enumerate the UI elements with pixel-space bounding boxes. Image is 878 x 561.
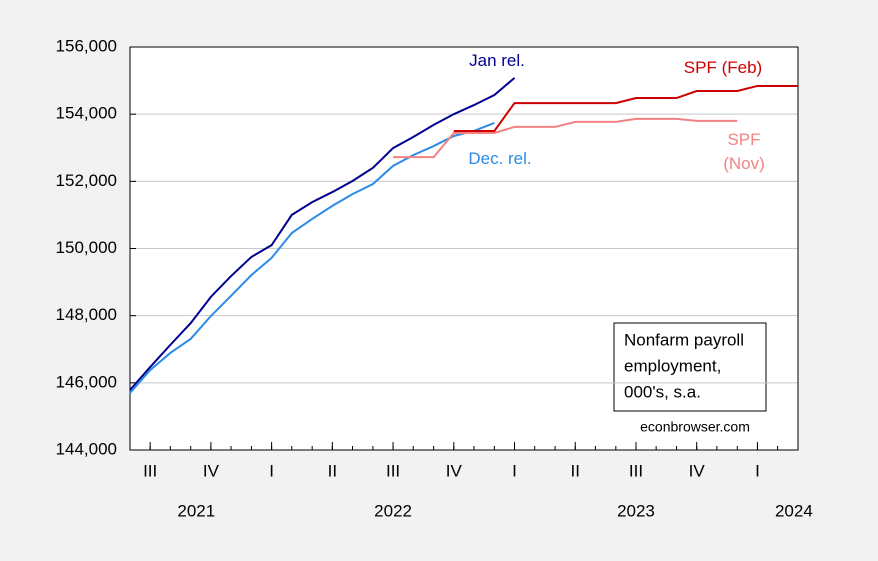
series-line	[129, 77, 516, 391]
series-line	[453, 84, 798, 132]
series-label: Dec. rel.	[468, 149, 532, 168]
x-tick-label: III	[629, 461, 643, 480]
y-tick-label: 148,000	[56, 305, 117, 324]
x-tick-label: II	[571, 461, 580, 480]
x-tick-label: I	[512, 461, 517, 480]
series-label: SPF (Nov)	[723, 130, 765, 173]
x-tick-label: III	[386, 461, 400, 480]
year-label: 2023	[617, 501, 655, 520]
series-line	[393, 117, 738, 159]
note-box	[613, 322, 767, 412]
plot-frame	[129, 46, 799, 451]
note-line: 000's, s.a.	[624, 382, 701, 401]
source: econbrowser.com	[640, 419, 750, 435]
note-line: Nonfarm payroll	[624, 330, 744, 349]
x-tick-label: IV	[203, 461, 220, 480]
y-tick-label: 144,000	[56, 439, 117, 458]
y-tick-label: 154,000	[56, 104, 117, 123]
x-tick-label: III	[143, 461, 157, 480]
x-tick-label: II	[328, 461, 337, 480]
year-label: 2021	[177, 501, 215, 520]
series-line	[129, 121, 495, 394]
x-tick-label: I	[755, 461, 760, 480]
x-tick-label: I	[269, 461, 274, 480]
year-label: 2022	[374, 501, 412, 520]
note-line: employment,	[624, 356, 721, 375]
x-tick-label: IV	[689, 461, 706, 480]
y-tick-label: 156,000	[56, 36, 117, 55]
year-label: 2024	[775, 501, 813, 520]
series-label: Jan rel.	[469, 51, 525, 70]
y-tick-label: 150,000	[56, 238, 117, 257]
series-label: SPF (Feb)	[683, 58, 763, 77]
x-tick-label: IV	[446, 461, 463, 480]
y-tick-label: 146,000	[56, 372, 117, 391]
y-tick-label: 152,000	[56, 171, 117, 190]
